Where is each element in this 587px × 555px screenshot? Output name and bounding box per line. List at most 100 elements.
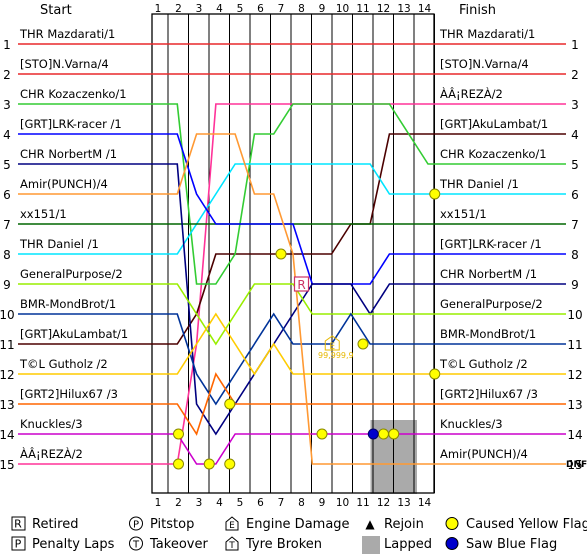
yellow-flag-marker	[203, 458, 215, 470]
lap-tick-bottom: 11	[356, 497, 369, 509]
lap-tick-bottom: 8	[298, 497, 305, 509]
start-driver-label: T©L Gutholz /2	[19, 357, 108, 371]
position-left: 10	[0, 308, 15, 322]
lap-tick-top: 1	[155, 3, 162, 15]
lap-tick-top: 6	[257, 3, 264, 15]
retired-marker-box	[293, 276, 310, 292]
blue-flag-marker	[367, 428, 379, 440]
start-header: Start	[40, 3, 72, 18]
start-driver-label: Amir(PUNCH)/4	[20, 177, 108, 191]
legend-swatch	[362, 536, 380, 554]
position-left: 12	[0, 368, 15, 382]
finish-driver-label: GeneralPurpose/2	[440, 297, 543, 311]
position-right: 12	[567, 368, 582, 382]
finish-driver-label: [GRT]AkuLambat/1	[440, 117, 548, 131]
position-right: 6	[571, 188, 579, 202]
lap-tick-top: 10	[336, 3, 349, 15]
yellow-flag-marker	[429, 188, 441, 200]
position-right: 3	[571, 98, 579, 112]
lap-tick-top: 11	[356, 3, 369, 15]
driver-line	[18, 312, 566, 406]
position-left: 4	[3, 128, 11, 142]
driver-line	[18, 103, 566, 285]
legend-item-engine-damage: E Engine Damage	[225, 516, 350, 532]
yellow-flag-marker	[275, 248, 287, 260]
position-left: 6	[3, 188, 11, 202]
lap-tick-bottom: 3	[196, 497, 203, 509]
finish-driver-label: [STO]N.Varna/4	[440, 57, 529, 71]
finish-driver-label: [GRT2]Hilux67 /3	[440, 387, 538, 401]
position-left: 2	[3, 68, 11, 82]
position-left: 13	[0, 398, 15, 412]
position-left: 1	[3, 38, 11, 52]
start-driver-label: [STO]N.Varna/4	[20, 57, 109, 71]
driver-line	[18, 312, 566, 376]
legend-label: Takeover	[149, 537, 208, 552]
legend-symbol: E	[229, 521, 235, 531]
yellow-flag-marker	[173, 458, 184, 470]
lap-tick-top: 3	[196, 3, 203, 15]
legend: R Retired P Pitstop E Engine Damage ▲ Rejoin Cau…	[11, 516, 587, 554]
svg-text:E: E	[329, 342, 335, 352]
driver-line	[18, 283, 566, 346]
legend-symbol: ▲	[365, 517, 375, 531]
lap-tick-top: 8	[298, 3, 305, 15]
finish-driver-label: CHR NorbertM /1	[440, 267, 537, 281]
legend-symbol: T	[132, 540, 140, 551]
lap-tick-top: 12	[377, 3, 390, 15]
finish-driver-label: BMR-MondBrot/1	[440, 327, 536, 341]
position-right: 1	[571, 38, 579, 52]
driver-line	[18, 163, 566, 436]
position-left: 15	[0, 458, 15, 472]
driver-line	[18, 163, 566, 255]
legend-item-rejoin: ▲ Rejoin	[365, 517, 423, 532]
legend-swatch	[445, 517, 459, 530]
legend-symbol: P	[133, 520, 139, 531]
position-right: 13	[567, 398, 582, 412]
position-right: 8	[571, 248, 579, 262]
start-driver-label: THR Daniel /1	[19, 237, 99, 251]
position-right: 14	[567, 428, 582, 442]
retired-marker: R	[297, 278, 305, 292]
legend-label: Saw Blue Flag	[466, 537, 557, 552]
lap-tick-bottom: 9	[319, 497, 326, 509]
start-driver-label: [GRT2]Hilux67 /3	[20, 387, 118, 401]
engine-damage-note: 99,999,9	[318, 351, 354, 360]
lap-tick-bottom: 10	[336, 497, 349, 509]
legend-swatch	[445, 537, 459, 550]
lap-tick-bottom: 4	[216, 497, 223, 509]
legend-item-pitstop: P Pitstop	[129, 516, 194, 532]
position-right: 9	[571, 278, 579, 292]
legend-label: Tyre Broken	[245, 537, 322, 552]
lap-tick-bottom: 6	[257, 497, 264, 509]
start-driver-label: xx151/1	[20, 207, 67, 221]
legend-symbol: P	[15, 538, 22, 551]
legend-swatch	[129, 516, 143, 531]
start-driver-label: THR Mazdarati/1	[19, 27, 115, 41]
legend-symbol: T	[228, 541, 235, 551]
yellow-flag-marker	[357, 338, 369, 350]
start-driver-label: ÀÂ¡REZÀ/2	[20, 446, 83, 461]
position-right: 4	[571, 128, 579, 142]
lap-tick-top: 13	[397, 3, 410, 15]
legend-label: Penalty Laps	[32, 537, 115, 552]
legend-item-takeover: T Takeover	[129, 536, 208, 552]
position-right: 7	[571, 218, 579, 232]
finish-driver-label: ÀÂ¡REZÀ/2	[440, 86, 503, 101]
legend-item-lapped: Lapped	[362, 536, 432, 554]
position-right: 2	[571, 68, 579, 82]
position-left: 8	[3, 248, 11, 262]
yellow-flag-marker	[316, 428, 328, 440]
lap-tick-top: 9	[319, 3, 326, 15]
finish-driver-label: Amir(PUNCH)/4	[440, 447, 528, 461]
lap-tick-bottom: 12	[377, 497, 390, 509]
legend-swatch	[225, 536, 239, 551]
yellow-flag-marker	[429, 368, 441, 380]
finish-header: Finish	[459, 3, 496, 18]
yellow-flag-marker	[224, 398, 236, 410]
lap-tick-bottom: 7	[278, 497, 285, 509]
legend-label: Retired	[32, 517, 78, 532]
driver-line	[18, 372, 566, 436]
legend-swatch	[11, 516, 26, 531]
